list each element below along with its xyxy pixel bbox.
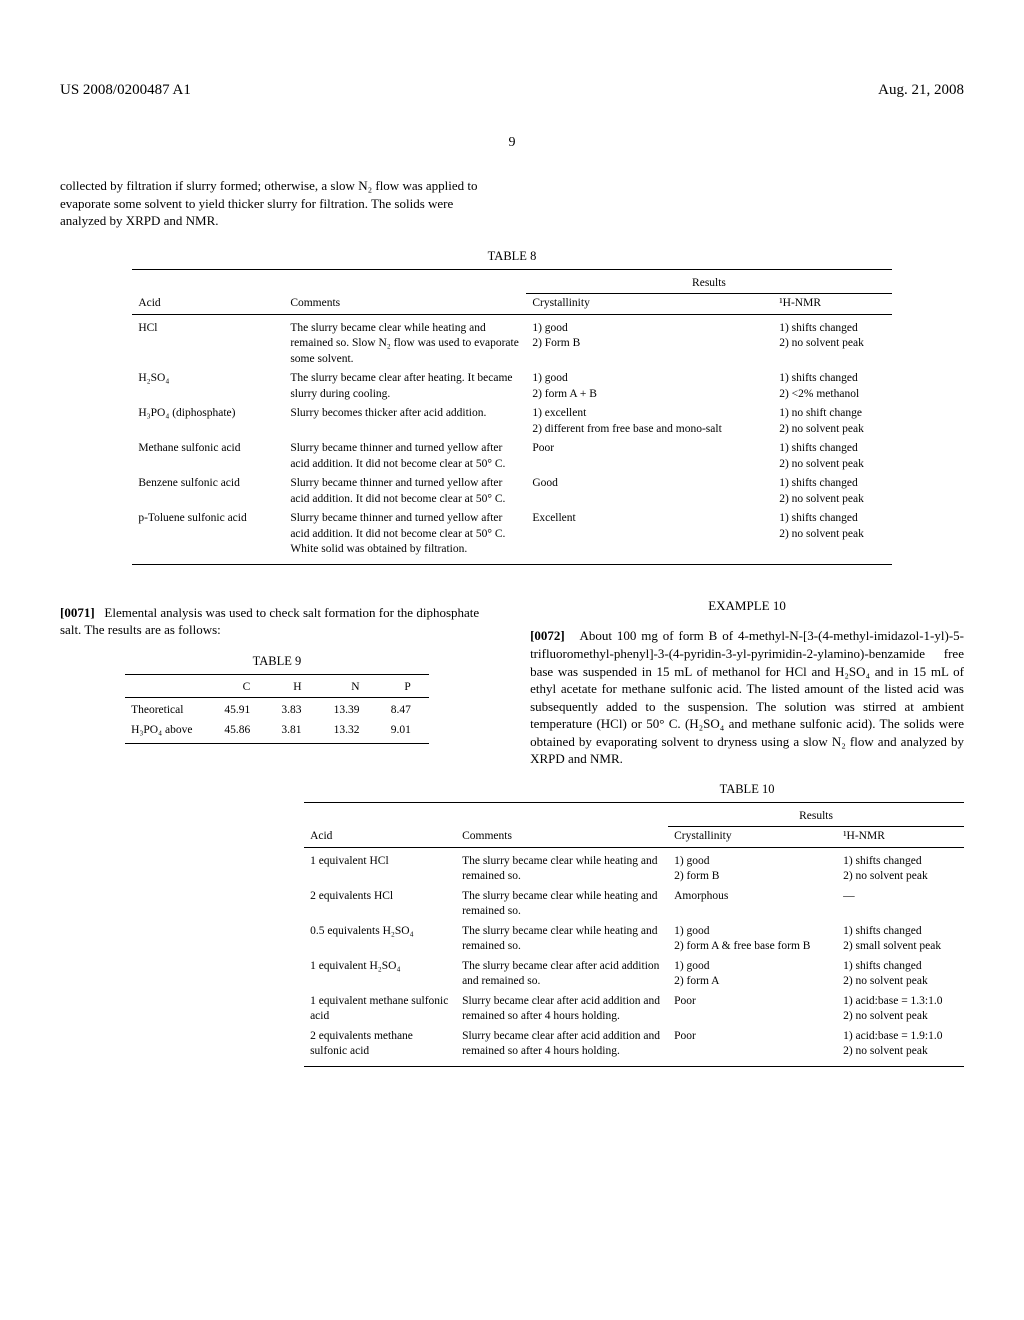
table9-header: N: [320, 678, 378, 698]
table9-header: C: [210, 678, 268, 698]
paragraph-0071: [0071] Elemental analysis was used to ch…: [60, 604, 494, 639]
patent-number: US 2008/0200487 A1: [60, 80, 191, 100]
table8-nmr-header: ¹H-NMR: [773, 294, 891, 315]
table8: Results Acid Comments Crystallinity ¹H-N…: [132, 269, 891, 565]
table10-nmr-header: ¹H-NMR: [837, 827, 964, 848]
table-row: H₃PO₄ (diphosphate)Slurry becomes thicke…: [132, 404, 891, 439]
table10-results-header: Results: [668, 807, 964, 827]
table9-caption: TABLE 9: [60, 653, 494, 670]
table-row: Theoretical45.913.8313.398.47: [125, 701, 429, 721]
table8-results-header: Results: [526, 274, 891, 294]
page-number: 9: [60, 134, 964, 153]
table-row: 1 equivalent H₂SO₄The slurry became clea…: [304, 957, 964, 992]
table8-acid-header: Acid: [132, 294, 284, 315]
right-column: EXAMPLE 10 [0072] About 100 mg of form B…: [530, 591, 964, 802]
page-header: US 2008/0200487 A1 Aug. 21, 2008: [60, 80, 964, 100]
table9-header: H: [268, 678, 319, 698]
para-0072-text: About 100 mg of form B of 4-methyl-N-[3-…: [530, 628, 964, 766]
table9-header: P: [378, 678, 429, 698]
table-row: HClThe slurry became clear while heating…: [132, 319, 891, 370]
table-row: Benzene sulfonic acidSlurry became thinn…: [132, 474, 891, 509]
table10-caption: TABLE 10: [530, 781, 964, 798]
table9-header: [125, 678, 210, 698]
table8-cryst-header: Crystallinity: [526, 294, 773, 315]
table9: CHNP Theoretical45.913.8313.398.47H₃PO₄ …: [125, 674, 429, 745]
paragraph-0072: [0072] About 100 mg of form B of 4-methy…: [530, 627, 964, 767]
table8-caption: TABLE 8: [60, 248, 964, 265]
example-10-title: EXAMPLE 10: [530, 597, 964, 615]
table-row: 1 equivalent HClThe slurry became clear …: [304, 852, 964, 887]
top-paragraph: collected by filtration if slurry formed…: [60, 177, 494, 230]
table-row: 1 equivalent methane sulfonic acidSlurry…: [304, 992, 964, 1027]
table10-comments-header: Comments: [456, 827, 668, 848]
table8-comments-header: Comments: [284, 294, 526, 315]
table-row: H₃PO₄ above45.863.8113.329.01: [125, 721, 429, 741]
para-0071-text: Elemental analysis was used to check sal…: [60, 605, 479, 638]
para-0071-id: [0071]: [60, 605, 95, 620]
table-row: 2 equivalents methane sulfonic acidSlurr…: [304, 1027, 964, 1062]
left-column: [0071] Elemental analysis was used to ch…: [60, 591, 494, 802]
table-row: H₂SO₄The slurry became clear after heati…: [132, 369, 891, 404]
para-0072-id: [0072]: [530, 628, 565, 643]
table-row: p-Toluene sulfonic acidSlurry became thi…: [132, 509, 891, 560]
publication-date: Aug. 21, 2008: [878, 80, 964, 100]
table-row: Methane sulfonic acidSlurry became thinn…: [132, 439, 891, 474]
table-row: 2 equivalents HClThe slurry became clear…: [304, 887, 964, 922]
table10-acid-header: Acid: [304, 827, 456, 848]
table-row: 0.5 equivalents H₂SO₄The slurry became c…: [304, 922, 964, 957]
table10: Results Acid Comments Crystallinity ¹H-N…: [304, 802, 964, 1067]
table10-cryst-header: Crystallinity: [668, 827, 837, 848]
